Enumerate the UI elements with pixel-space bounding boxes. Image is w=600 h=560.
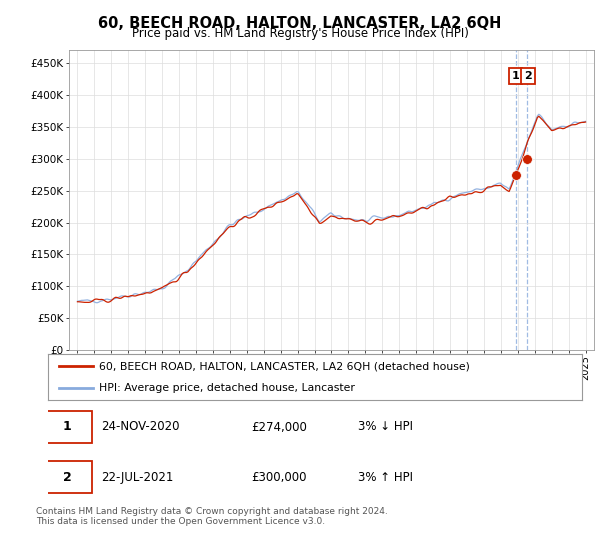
Text: HPI: Average price, detached house, Lancaster: HPI: Average price, detached house, Lanc… bbox=[99, 383, 355, 393]
FancyBboxPatch shape bbox=[41, 461, 92, 493]
Text: £300,000: £300,000 bbox=[251, 471, 307, 484]
Text: 22-JUL-2021: 22-JUL-2021 bbox=[101, 471, 174, 484]
Text: 24-NOV-2020: 24-NOV-2020 bbox=[101, 421, 180, 433]
Text: 60, BEECH ROAD, HALTON, LANCASTER, LA2 6QH (detached house): 60, BEECH ROAD, HALTON, LANCASTER, LA2 6… bbox=[99, 361, 470, 371]
Text: 1: 1 bbox=[62, 421, 71, 433]
Text: 60, BEECH ROAD, HALTON, LANCASTER, LA2 6QH: 60, BEECH ROAD, HALTON, LANCASTER, LA2 6… bbox=[98, 16, 502, 31]
Text: 1: 1 bbox=[511, 71, 519, 81]
Text: 3% ↑ HPI: 3% ↑ HPI bbox=[358, 471, 413, 484]
Text: £274,000: £274,000 bbox=[251, 421, 307, 433]
Text: Contains HM Land Registry data © Crown copyright and database right 2024.
This d: Contains HM Land Registry data © Crown c… bbox=[36, 507, 388, 526]
FancyBboxPatch shape bbox=[41, 411, 92, 443]
Text: 3% ↓ HPI: 3% ↓ HPI bbox=[358, 421, 413, 433]
Text: Price paid vs. HM Land Registry's House Price Index (HPI): Price paid vs. HM Land Registry's House … bbox=[131, 27, 469, 40]
Text: 2: 2 bbox=[524, 71, 532, 81]
Text: 2: 2 bbox=[62, 471, 71, 484]
